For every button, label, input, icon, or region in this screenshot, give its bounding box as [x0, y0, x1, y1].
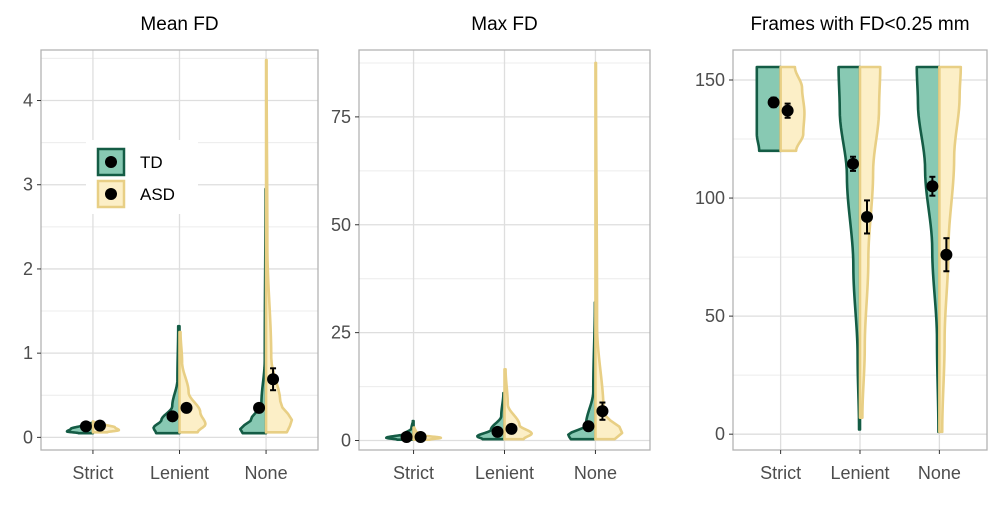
mean-point-td-strict [400, 431, 413, 444]
mean-point-td-lenient [491, 425, 504, 438]
y-tick-label: 100 [695, 188, 725, 208]
panel-title: Max FD [471, 14, 538, 35]
x-tick-label: Lenient [150, 463, 209, 483]
legend-label-asd: ASD [140, 185, 175, 204]
x-tick-label: Strict [760, 463, 801, 483]
legend-label-td: TD [140, 153, 163, 172]
panel-max-fd: Max FD 0 25 50 75 Strict Lenient None [331, 14, 651, 483]
mean-point-asd-none [940, 248, 953, 261]
violin-asd-none [594, 61, 624, 441]
y-tick-label: 25 [331, 323, 351, 343]
x-tick-label: Lenient [475, 463, 534, 483]
violin-asd-none [938, 65, 963, 434]
legend-point-td [105, 156, 117, 168]
mean-point-td-none [582, 420, 595, 433]
legend-point-asd [105, 188, 117, 200]
mean-point-asd-lenient [180, 401, 193, 414]
violin-asd-lenient [503, 368, 534, 441]
x-tick-label: Lenient [830, 463, 889, 483]
y-tick-label: 4 [23, 91, 33, 111]
mean-point-td-strict [767, 96, 780, 109]
y-tick-label: 150 [695, 70, 725, 90]
mean-point-asd-lenient [505, 422, 518, 435]
x-tick-label: Strict [72, 463, 113, 483]
panel-title: Frames with FD<0.25 mm [750, 14, 969, 35]
violin-td-lenient [152, 324, 181, 435]
y-tick-label: 0 [341, 431, 351, 451]
mean-point-asd-none [267, 373, 280, 386]
y-tick-label: 0 [23, 427, 33, 447]
y-tick-label: 1 [23, 343, 33, 363]
violin-td-none [915, 65, 941, 434]
violin-asd-lenient [858, 65, 882, 419]
mean-point-td-lenient [166, 410, 179, 423]
y-tick-label: 50 [331, 215, 351, 235]
y-tick-label: 50 [705, 306, 725, 326]
mean-point-asd-lenient [861, 210, 873, 223]
violin-td-strict [755, 65, 782, 153]
mean-point-td-none [926, 180, 939, 193]
legend: TD ASD [86, 140, 198, 214]
y-tick-label: 0 [715, 424, 725, 444]
y-tick-label: 75 [331, 107, 351, 127]
mean-point-td-lenient [847, 157, 859, 170]
x-tick-label: None [574, 463, 617, 483]
panel-mean-fd: Mean FD 0 1 2 3 4 Strict Lenient None [23, 14, 319, 483]
panel-title: Mean FD [140, 14, 218, 35]
mean-point-td-strict [79, 420, 92, 433]
x-tick-label: None [245, 463, 288, 483]
y-tick-label: 2 [23, 259, 33, 279]
y-tick-label: 3 [23, 175, 33, 195]
mean-point-asd-strict [781, 104, 794, 117]
x-tick-label: Strict [393, 463, 434, 483]
mean-point-td-none [253, 401, 266, 414]
panel-frames-low-fd: Frames with FD<0.25 mm 0 50 100 150 Strict Len… [695, 14, 988, 483]
mean-point-asd-strict [414, 431, 427, 444]
x-tick-label: None [918, 463, 961, 483]
mean-point-asd-none [596, 405, 609, 418]
mean-point-asd-strict [93, 419, 106, 432]
